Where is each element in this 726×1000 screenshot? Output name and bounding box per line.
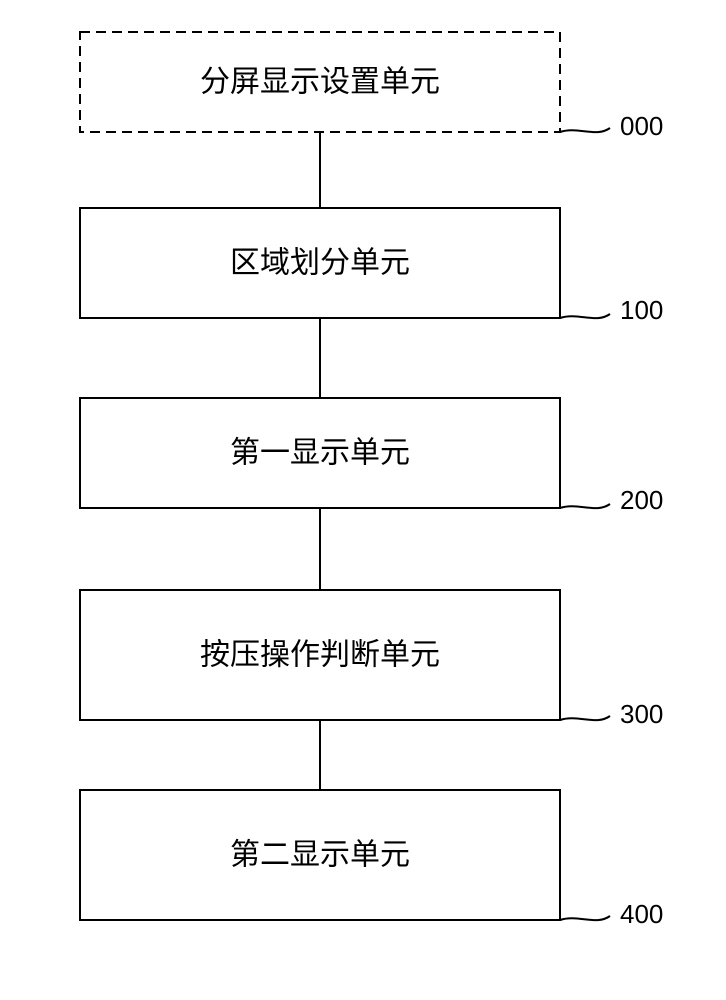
flow-node-label-n0: 分屏显示设置单元 (200, 66, 440, 99)
flow-node-ref-n2: 200 (620, 485, 663, 515)
flow-node-label-n1: 区域划分单元 (230, 247, 410, 280)
flow-node-ref-n3: 300 (620, 699, 663, 729)
flow-node-label-n2: 第一显示单元 (230, 437, 410, 470)
flow-node-label-n3: 按压操作判断单元 (200, 639, 440, 672)
flow-node-ref-n4: 400 (620, 899, 663, 929)
flow-node-ref-n1: 100 (620, 295, 663, 325)
flowchart-canvas: 分屏显示设置单元 000 区域划分单元 100 第一显示单元 200 按压操作判断单元 300… (0, 0, 726, 1000)
flow-node-label-n4: 第二显示单元 (230, 839, 410, 872)
flow-node-ref-n0: 000 (620, 111, 663, 141)
